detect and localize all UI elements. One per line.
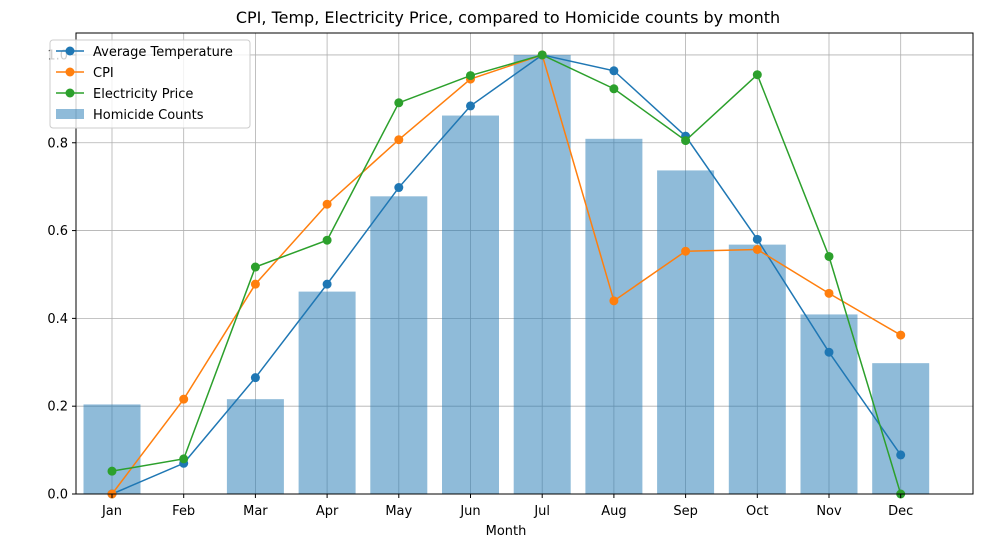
x-axis-label: Month <box>486 524 527 539</box>
y-tick-label-4: 0.8 <box>47 136 68 151</box>
bar-oct <box>728 244 786 494</box>
legend-swatch-homicide-counts <box>56 109 84 119</box>
bar-apr <box>298 291 356 494</box>
x-tick-label-jun: Jun <box>459 504 480 519</box>
point-electricity-price-jun <box>466 71 475 81</box>
x-tick-label-may: May <box>385 504 412 519</box>
bar-aug <box>585 138 643 494</box>
bar-may <box>370 196 428 494</box>
legend-box <box>49 39 251 129</box>
point-cpi-feb <box>179 394 189 404</box>
point-cpi-oct <box>752 244 762 254</box>
point-electricity-price-aug <box>609 84 619 94</box>
x-axis: Jan Feb Mar Apr May Jun Jul Aug Sep Oct Nov Dec <box>101 494 913 519</box>
bar-jul <box>513 54 571 494</box>
point-cpi-sep <box>681 246 691 256</box>
x-tick-label-apr: Apr <box>316 504 339 519</box>
line-cpi <box>111 53 902 495</box>
x-tick-label-oct: Oct <box>746 504 768 519</box>
point-average-temperature-apr <box>322 279 332 289</box>
legend-label-homicide-counts: Homicide Counts <box>93 108 204 123</box>
point-electricity-price-apr <box>322 235 332 245</box>
point-electricity-price-sep <box>681 136 691 146</box>
legend-label-cpi: CPI <box>93 66 114 81</box>
point-electricity-price-mar <box>250 262 260 272</box>
legend-label-average-temperature: Average Temperature <box>93 45 233 60</box>
point-electricity-price-may <box>394 98 404 108</box>
point-average-temperature-oct <box>752 234 762 244</box>
y-tick-label-1: 0.2 <box>47 400 68 415</box>
legend-marker-cpi <box>65 67 75 77</box>
legend-marker-average-temperature <box>65 46 75 56</box>
line-series-electricity-price <box>107 50 906 499</box>
chart-title: CPI, Temp, Electricity Price, compared t… <box>236 8 780 27</box>
x-tick-label-dec: Dec <box>888 504 913 519</box>
x-tick-label-jul: Jul <box>533 504 550 519</box>
bar-nov <box>800 314 858 494</box>
point-electricity-price-jul <box>537 50 547 60</box>
y-tick-label-3: 0.6 <box>47 224 68 239</box>
x-tick-label-mar: Mar <box>243 504 268 519</box>
y-tick-label-2: 0.4 <box>47 312 68 327</box>
bar-jun <box>442 115 499 494</box>
legend-label-electricity-price: Electricity Price <box>93 87 193 102</box>
point-average-temperature-jun <box>466 101 475 111</box>
line-electricity-price <box>111 54 902 495</box>
point-cpi-apr <box>322 199 332 209</box>
line-average-temperature <box>111 54 902 495</box>
bar-mar <box>226 399 284 494</box>
line-series-group <box>107 50 906 499</box>
point-average-temperature-dec <box>896 450 906 460</box>
bar-series-homicide-counts <box>83 54 930 494</box>
point-electricity-price-nov <box>824 251 834 261</box>
y-tick-label-0: 0.0 <box>47 488 68 503</box>
legend: Average Temperature CPI Electricity Price H… <box>49 39 251 129</box>
point-electricity-price-jan <box>107 466 117 476</box>
point-cpi-mar <box>250 279 260 289</box>
x-tick-label-jan: Jan <box>101 504 122 519</box>
point-average-temperature-mar <box>250 373 260 383</box>
point-cpi-nov <box>824 288 834 298</box>
point-cpi-aug <box>609 296 619 306</box>
x-tick-label-feb: Feb <box>172 504 195 519</box>
point-average-temperature-nov <box>824 347 834 357</box>
x-tick-label-nov: Nov <box>816 504 842 519</box>
x-tick-label-aug: Aug <box>601 504 626 519</box>
line-series-average-temperature <box>107 50 906 499</box>
point-average-temperature-aug <box>609 66 619 76</box>
point-cpi-dec <box>896 330 906 340</box>
plot-frame <box>75 32 974 495</box>
point-electricity-price-feb <box>179 454 189 464</box>
bar-jan <box>83 404 141 494</box>
point-cpi-may <box>394 135 404 145</box>
legend-marker-electricity-price <box>65 88 75 98</box>
bar-sep <box>657 170 715 494</box>
x-tick-label-sep: Sep <box>673 504 698 519</box>
point-average-temperature-may <box>394 183 404 193</box>
point-electricity-price-oct <box>752 70 762 80</box>
